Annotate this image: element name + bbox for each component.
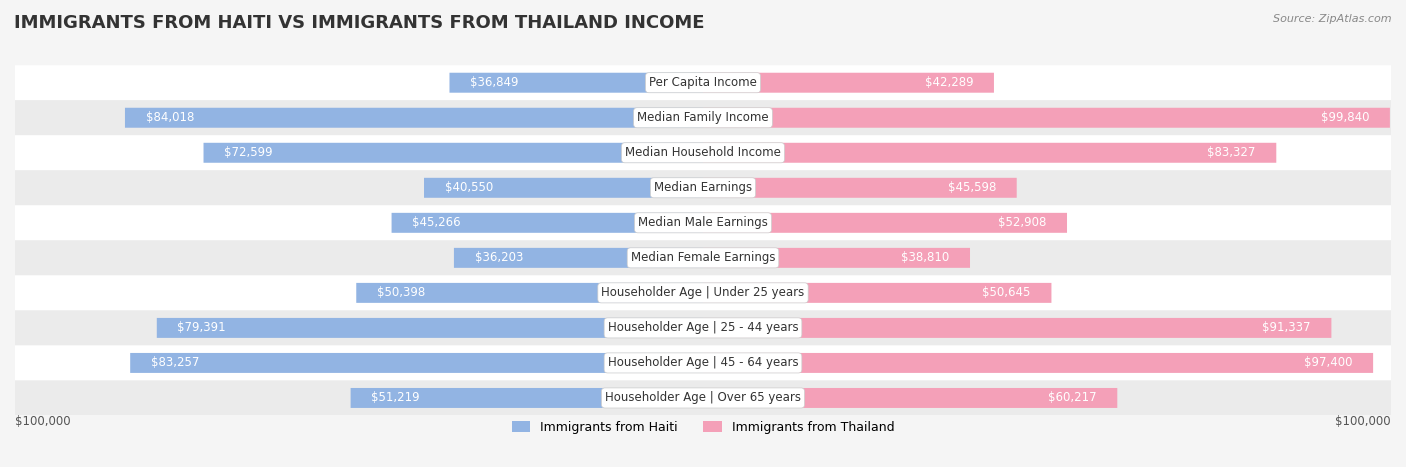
- FancyBboxPatch shape: [15, 346, 1391, 381]
- Legend: Immigrants from Haiti, Immigrants from Thailand: Immigrants from Haiti, Immigrants from T…: [506, 416, 900, 439]
- Text: Median Earnings: Median Earnings: [654, 181, 752, 194]
- FancyBboxPatch shape: [356, 283, 703, 303]
- FancyBboxPatch shape: [15, 241, 1391, 276]
- Text: $36,203: $36,203: [475, 251, 523, 264]
- Text: $72,599: $72,599: [224, 146, 273, 159]
- Text: $100,000: $100,000: [1336, 416, 1391, 429]
- Text: $38,810: $38,810: [901, 251, 949, 264]
- Text: $51,219: $51,219: [371, 391, 420, 404]
- FancyBboxPatch shape: [15, 381, 1391, 416]
- Text: Householder Age | 45 - 64 years: Householder Age | 45 - 64 years: [607, 356, 799, 369]
- FancyBboxPatch shape: [703, 143, 1277, 163]
- FancyBboxPatch shape: [454, 248, 703, 268]
- FancyBboxPatch shape: [15, 65, 1391, 100]
- Text: Median Male Earnings: Median Male Earnings: [638, 216, 768, 229]
- Text: $84,018: $84,018: [146, 111, 194, 124]
- Text: $97,400: $97,400: [1303, 356, 1353, 369]
- FancyBboxPatch shape: [450, 73, 703, 93]
- Text: $83,257: $83,257: [150, 356, 200, 369]
- FancyBboxPatch shape: [125, 108, 703, 128]
- FancyBboxPatch shape: [15, 311, 1391, 346]
- Text: IMMIGRANTS FROM HAITI VS IMMIGRANTS FROM THAILAND INCOME: IMMIGRANTS FROM HAITI VS IMMIGRANTS FROM…: [14, 14, 704, 32]
- FancyBboxPatch shape: [204, 143, 703, 163]
- Text: $79,391: $79,391: [177, 321, 226, 334]
- FancyBboxPatch shape: [15, 135, 1391, 170]
- FancyBboxPatch shape: [703, 318, 1331, 338]
- Text: $52,908: $52,908: [998, 216, 1046, 229]
- Text: Per Capita Income: Per Capita Income: [650, 76, 756, 89]
- FancyBboxPatch shape: [703, 353, 1374, 373]
- FancyBboxPatch shape: [703, 178, 1017, 198]
- Text: $40,550: $40,550: [444, 181, 494, 194]
- Text: $91,337: $91,337: [1263, 321, 1310, 334]
- FancyBboxPatch shape: [157, 318, 703, 338]
- Text: $45,266: $45,266: [412, 216, 461, 229]
- Text: Median Female Earnings: Median Female Earnings: [631, 251, 775, 264]
- Text: $60,217: $60,217: [1047, 391, 1097, 404]
- FancyBboxPatch shape: [350, 388, 703, 408]
- FancyBboxPatch shape: [15, 276, 1391, 311]
- Text: Householder Age | 25 - 44 years: Householder Age | 25 - 44 years: [607, 321, 799, 334]
- FancyBboxPatch shape: [703, 108, 1391, 128]
- FancyBboxPatch shape: [425, 178, 703, 198]
- FancyBboxPatch shape: [703, 73, 994, 93]
- Text: $99,840: $99,840: [1320, 111, 1369, 124]
- FancyBboxPatch shape: [703, 248, 970, 268]
- Text: $50,645: $50,645: [983, 286, 1031, 299]
- Text: Householder Age | Over 65 years: Householder Age | Over 65 years: [605, 391, 801, 404]
- Text: $45,598: $45,598: [948, 181, 995, 194]
- Text: $83,327: $83,327: [1208, 146, 1256, 159]
- Text: Householder Age | Under 25 years: Householder Age | Under 25 years: [602, 286, 804, 299]
- Text: Source: ZipAtlas.com: Source: ZipAtlas.com: [1274, 14, 1392, 24]
- Text: Median Family Income: Median Family Income: [637, 111, 769, 124]
- FancyBboxPatch shape: [703, 283, 1052, 303]
- Text: $100,000: $100,000: [15, 416, 70, 429]
- FancyBboxPatch shape: [15, 170, 1391, 205]
- FancyBboxPatch shape: [703, 213, 1067, 233]
- FancyBboxPatch shape: [15, 100, 1391, 135]
- Text: Median Household Income: Median Household Income: [626, 146, 780, 159]
- FancyBboxPatch shape: [131, 353, 703, 373]
- Text: $42,289: $42,289: [925, 76, 973, 89]
- FancyBboxPatch shape: [703, 388, 1118, 408]
- Text: $36,849: $36,849: [470, 76, 519, 89]
- FancyBboxPatch shape: [15, 205, 1391, 241]
- Text: $50,398: $50,398: [377, 286, 425, 299]
- FancyBboxPatch shape: [391, 213, 703, 233]
